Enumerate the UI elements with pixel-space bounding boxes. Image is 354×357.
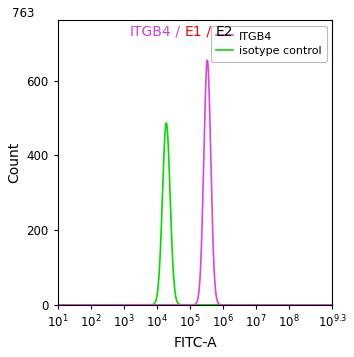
ITGB4: [56, 303, 60, 307]
ITGB4: [205, 58, 210, 62]
isotype control: [222, 303, 226, 307]
ITGB4: [124, 303, 128, 307]
Text: E1: E1: [185, 25, 202, 39]
Text: /: /: [202, 25, 216, 39]
ITGB4: [330, 303, 335, 307]
Line: ITGB4: ITGB4: [58, 60, 332, 305]
isotype control: [232, 303, 236, 307]
isotype control: [252, 303, 257, 307]
Text: 763: 763: [12, 7, 34, 20]
isotype control: [185, 303, 190, 307]
isotype control: [56, 303, 60, 307]
Legend: ITGB4, isotype control: ITGB4, isotype control: [211, 25, 327, 61]
ITGB4: [232, 303, 236, 307]
Y-axis label: Count: Count: [7, 142, 21, 183]
ITGB4: [222, 303, 226, 307]
Text: ITGB4: ITGB4: [130, 25, 171, 39]
isotype control: [330, 303, 335, 307]
X-axis label: FITC-A: FITC-A: [173, 336, 217, 350]
Text: /: /: [171, 25, 185, 39]
Line: isotype control: isotype control: [58, 123, 332, 305]
ITGB4: [185, 303, 190, 307]
isotype control: [311, 303, 315, 307]
Text: E2: E2: [216, 25, 233, 39]
ITGB4: [313, 303, 317, 307]
isotype control: [164, 121, 169, 125]
isotype control: [313, 303, 317, 307]
ITGB4: [252, 303, 257, 307]
isotype control: [124, 303, 128, 307]
